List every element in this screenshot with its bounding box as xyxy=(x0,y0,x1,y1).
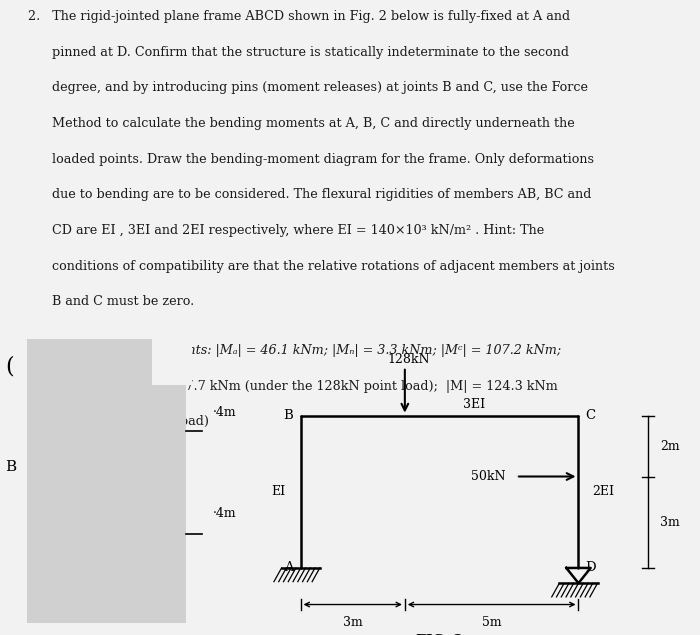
Text: Method to calculate the bending moments at A, B, C and directly underneath the: Method to calculate the bending moments … xyxy=(28,117,575,130)
Text: C: C xyxy=(586,409,596,422)
Text: conditions of compatibility are that the relative rotations of adjacent members : conditions of compatibility are that the… xyxy=(28,260,615,272)
Text: 5m: 5m xyxy=(482,616,501,629)
Text: 3m: 3m xyxy=(660,516,680,529)
Text: loaded points. Draw the bending-moment diagram for the frame. Only deformations: loaded points. Draw the bending-moment d… xyxy=(28,152,594,166)
Text: 2EI: 2EI xyxy=(592,485,614,498)
Text: 128kN: 128kN xyxy=(387,352,430,366)
Text: (: ( xyxy=(6,356,14,378)
Text: B: B xyxy=(284,409,293,422)
Text: 50kN: 50kN xyxy=(471,470,505,483)
Text: EI: EI xyxy=(271,485,285,498)
Text: (under the 50kN point load): (under the 50kN point load) xyxy=(28,415,209,429)
Text: A: A xyxy=(284,561,293,575)
Bar xyxy=(27,339,186,623)
Bar xyxy=(152,337,192,385)
Text: |Mᵈ| = 0 kNm;  |M| = 197.7 kNm (under the 128kN point load);  |M| = 124.3 kNm: |Mᵈ| = 0 kNm; |M| = 197.7 kNm (under the… xyxy=(28,380,558,392)
Text: Answers: Bending moments: |Mₐ| = 46.1 kNm; |Mₙ| = 3.3 kNm; |Mᶜ| = 107.2 kNm;: Answers: Bending moments: |Mₐ| = 46.1 kN… xyxy=(28,344,562,357)
Text: CD are EI , 3EI and 2EI respectively, where EI = 140×10³ kN/m² . Hint: The: CD are EI , 3EI and 2EI respectively, wh… xyxy=(28,224,545,237)
Text: D: D xyxy=(585,561,596,575)
Text: due to bending are to be considered. The flexural rigidities of members AB, BC a: due to bending are to be considered. The… xyxy=(28,188,592,201)
Text: pinned at D. Confirm that the structure is statically indeterminate to the secon: pinned at D. Confirm that the structure … xyxy=(28,46,569,58)
Text: B: B xyxy=(6,460,16,474)
Text: 2.   The rigid-jointed plane frame ABCD shown in Fig. 2 below is fully-fixed at : 2. The rigid-jointed plane frame ABCD sh… xyxy=(28,10,570,23)
Text: 3m: 3m xyxy=(343,616,363,629)
Text: degree, and by introducing pins (moment releases) at joints B and C, use the For: degree, and by introducing pins (moment … xyxy=(28,81,588,94)
Text: B and C must be zero.: B and C must be zero. xyxy=(28,295,195,308)
Text: ·4m: ·4m xyxy=(213,406,237,419)
Text: 2m: 2m xyxy=(660,439,680,453)
Text: ·4m: ·4m xyxy=(213,507,237,519)
Text: 3EI: 3EI xyxy=(463,398,485,411)
Text: FIG. 2: FIG. 2 xyxy=(416,634,463,635)
